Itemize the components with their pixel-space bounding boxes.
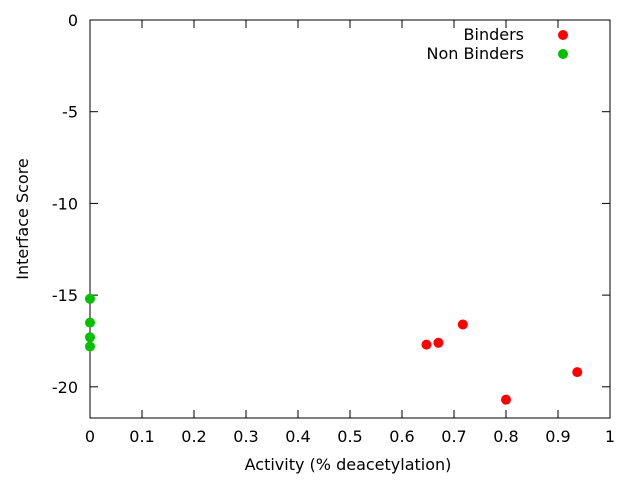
legend-marker-binders [558,30,568,40]
x-tick-label: 0.6 [389,427,414,446]
x-tick-label: 0.4 [285,427,310,446]
non-binders-point [85,341,95,352]
y-tick-label: -15 [52,286,78,305]
binders-point [457,319,468,330]
x-tick-label: 0.7 [441,427,466,446]
x-axis-label: Activity (% deacetylation) [245,455,452,474]
binders-point [501,394,511,405]
non-binders-point [85,293,95,304]
y-tick-label: -5 [62,103,78,122]
plot-frame [89,19,611,419]
axis-ticks: 0 0.1 0.2 0.3 0.4 0.5 0.6 0.7 0.8 0.9 1 0 -5 -10 -15 -2… [52,11,615,446]
binders-point [433,337,444,348]
y-tick-label: -20 [52,378,78,397]
legend-label-non-binders: Non Binders [427,44,524,63]
y-axis-label: Interface Score [13,158,32,280]
x-tick-label: 0 [85,427,95,446]
binders-point [421,339,432,350]
x-tick-label: 1 [605,427,615,446]
legend-label-binders: Binders [464,25,524,44]
x-tick-label: 0.3 [233,427,258,446]
y-tick-label: 0 [68,11,78,30]
legend-marker-non-binders [558,49,568,59]
x-tick-label: 0.2 [181,427,206,446]
data-points [85,293,583,405]
non-binders-point [85,317,95,328]
x-tick-label: 0.1 [129,427,154,446]
x-tick-label: 0.8 [493,427,518,446]
x-tick-label: 0.5 [337,427,362,446]
x-tick-label: 0.9 [545,427,570,446]
binders-point [572,367,583,378]
non-binders-point [85,332,95,343]
y-tick-label: -10 [52,194,78,213]
